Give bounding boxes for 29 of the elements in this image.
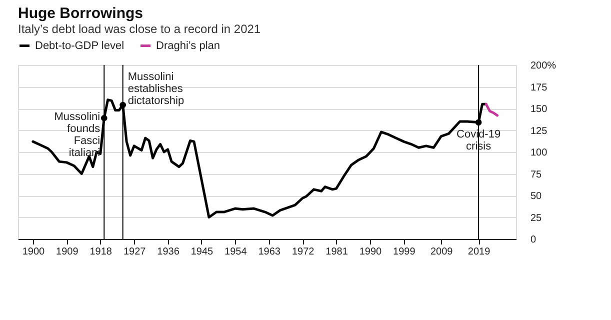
x-tick-label: 2019 — [468, 246, 491, 258]
x-tick-label: 1909 — [56, 246, 79, 258]
y-tick-label: 0 — [530, 234, 536, 246]
x-tick-label: 1936 — [157, 246, 180, 258]
x-tick-label: 1900 — [22, 246, 46, 258]
chart-subtitle: Italy’s debt load was close to a record in 2021 — [18, 22, 261, 36]
y-tick-label: 50 — [530, 191, 542, 202]
x-tick-label: 1918 — [90, 246, 112, 258]
y-tick-label: 150 — [530, 104, 548, 115]
x-tick-label: 1999 — [393, 246, 416, 258]
x-tick-label: 1981 — [326, 246, 348, 258]
x-tick-label: 1954 — [224, 246, 248, 258]
annotation: Mussolini establishes dictatorship — [128, 71, 184, 108]
y-tick-label: 175 — [530, 82, 548, 94]
x-tick-label: 1972 — [292, 246, 315, 258]
x-tick-label: 1945 — [190, 246, 214, 258]
y-tick-label: 25 — [530, 212, 542, 224]
y-tick-label: 75 — [530, 169, 542, 180]
x-tick-label: 2009 — [430, 246, 454, 258]
x-tick-label: 1927 — [123, 246, 146, 258]
line-series — [484, 102, 499, 117]
x-tick-label: 1963 — [258, 246, 281, 258]
x-tick-label: 1990 — [359, 246, 382, 258]
legend-label: Debt-to-GDP level — [35, 40, 124, 52]
y-tick-label: 100 — [530, 148, 548, 158]
legend-label: Draghi’s plan — [156, 40, 220, 52]
y-tick-label: 125 — [530, 126, 548, 137]
chart-title: Huge Borrowings — [18, 5, 144, 22]
y-tick-label: 200% — [530, 60, 556, 72]
